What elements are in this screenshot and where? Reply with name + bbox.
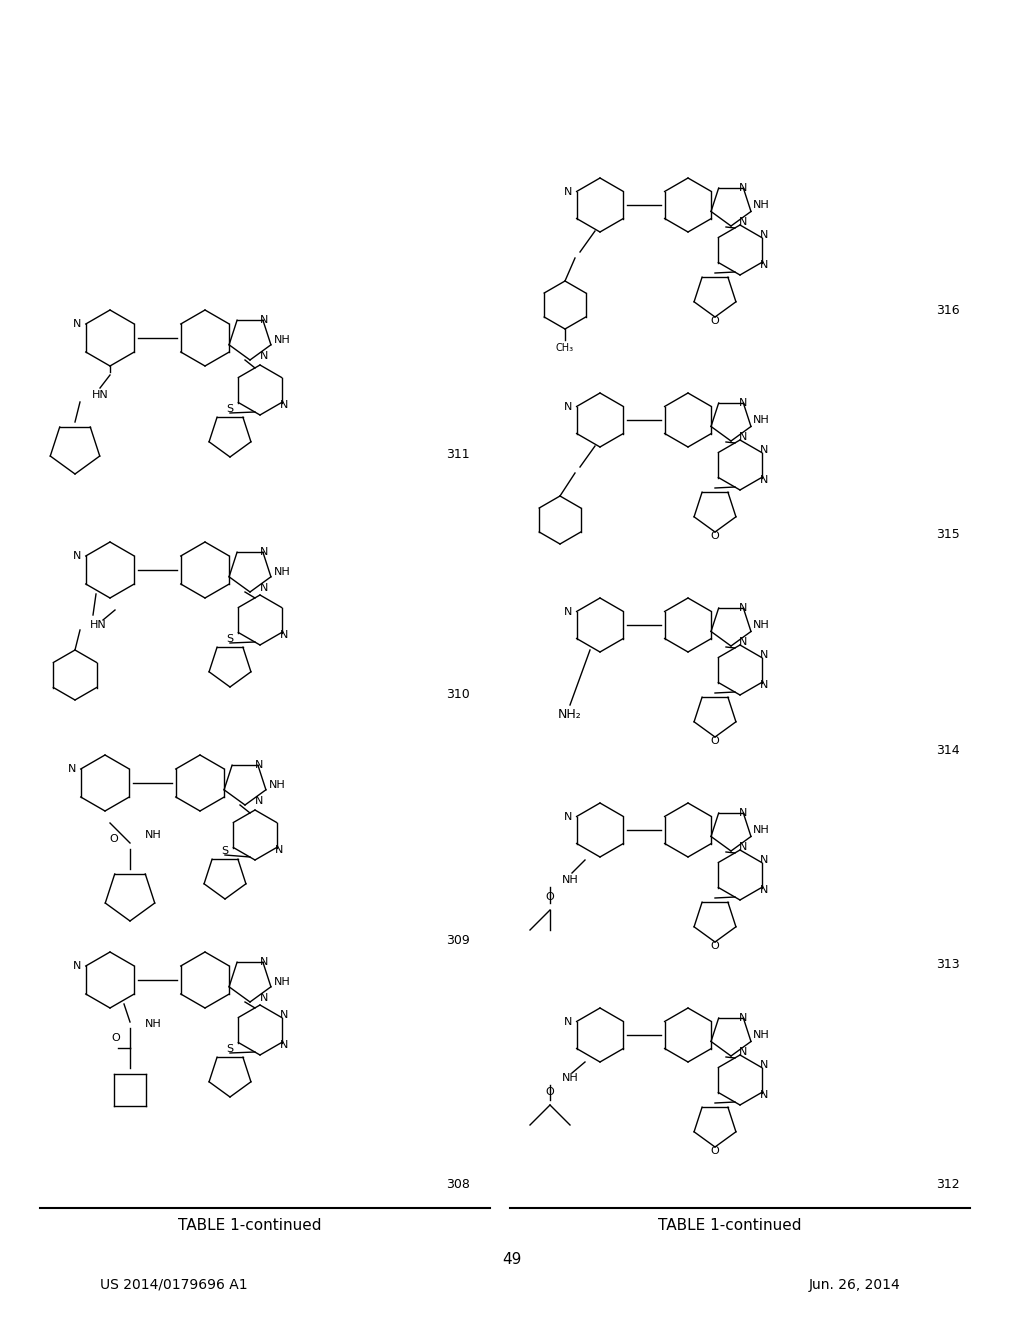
Text: 316: 316 <box>936 304 961 317</box>
Text: O: O <box>711 941 720 950</box>
Text: 309: 309 <box>446 933 470 946</box>
Text: N: N <box>739 842 748 851</box>
Text: O: O <box>711 315 720 326</box>
Text: NH: NH <box>562 875 579 884</box>
Text: N: N <box>739 183 748 193</box>
Text: N: N <box>760 230 768 240</box>
Text: N: N <box>260 583 268 593</box>
Text: N: N <box>760 855 768 865</box>
Text: N: N <box>739 808 748 818</box>
Text: S: S <box>221 846 228 855</box>
Text: NH: NH <box>269 780 286 789</box>
Text: S: S <box>226 1044 233 1053</box>
Text: N: N <box>280 400 289 411</box>
Text: O: O <box>546 892 554 902</box>
Text: N: N <box>280 1010 289 1020</box>
Text: NH: NH <box>274 568 291 577</box>
Text: US 2014/0179696 A1: US 2014/0179696 A1 <box>100 1278 248 1292</box>
Text: O: O <box>711 1146 720 1156</box>
Text: N: N <box>260 957 268 968</box>
Text: N: N <box>564 1016 572 1027</box>
Text: N: N <box>760 475 768 484</box>
Text: N: N <box>564 812 572 822</box>
Text: N: N <box>739 216 748 227</box>
Text: 310: 310 <box>446 689 470 701</box>
Text: N: N <box>280 630 289 640</box>
Text: 312: 312 <box>936 1179 961 1192</box>
Text: O: O <box>711 531 720 541</box>
Text: S: S <box>226 634 233 644</box>
Text: N: N <box>564 187 572 197</box>
Text: N: N <box>564 607 572 616</box>
Text: N: N <box>275 845 284 855</box>
Text: N: N <box>760 884 768 895</box>
Text: NH: NH <box>145 1019 162 1030</box>
Text: S: S <box>226 404 233 414</box>
Text: CH₃: CH₃ <box>556 343 574 352</box>
Text: NH: NH <box>274 335 291 345</box>
Text: 315: 315 <box>936 528 961 541</box>
Text: N: N <box>760 1060 768 1071</box>
Text: N: N <box>68 764 76 774</box>
Text: N: N <box>760 680 768 690</box>
Text: N: N <box>73 961 81 972</box>
Text: N: N <box>260 315 268 325</box>
Text: NH: NH <box>562 1073 579 1082</box>
Text: N: N <box>739 432 748 442</box>
Text: 311: 311 <box>446 449 470 462</box>
Text: N: N <box>760 649 768 660</box>
Text: N: N <box>260 993 268 1003</box>
Text: N: N <box>255 796 263 807</box>
Text: TABLE 1-continued: TABLE 1-continued <box>658 1217 802 1233</box>
Text: HN: HN <box>90 620 106 630</box>
Text: N: N <box>760 260 768 271</box>
Text: N: N <box>739 399 748 408</box>
Text: 308: 308 <box>446 1179 470 1192</box>
Text: NH: NH <box>753 825 770 836</box>
Text: N: N <box>73 319 81 329</box>
Text: NH: NH <box>274 977 291 987</box>
Text: Jun. 26, 2014: Jun. 26, 2014 <box>808 1278 900 1292</box>
Text: N: N <box>280 1040 289 1049</box>
Text: O: O <box>110 834 118 843</box>
Text: O: O <box>711 737 720 746</box>
Text: O: O <box>112 1034 120 1043</box>
Text: 314: 314 <box>936 743 961 756</box>
Text: O: O <box>546 1086 554 1097</box>
Text: NH₂: NH₂ <box>558 709 582 722</box>
Text: N: N <box>760 1090 768 1100</box>
Text: NH: NH <box>753 414 770 425</box>
Text: N: N <box>564 403 572 412</box>
Text: N: N <box>739 1012 748 1023</box>
Text: TABLE 1-continued: TABLE 1-continued <box>178 1217 322 1233</box>
Text: N: N <box>260 546 268 557</box>
Text: NH: NH <box>753 1030 770 1040</box>
Text: NH: NH <box>753 620 770 630</box>
Text: N: N <box>739 603 748 612</box>
Text: 313: 313 <box>936 958 961 972</box>
Text: HN: HN <box>92 389 109 400</box>
Text: N: N <box>739 1047 748 1057</box>
Text: N: N <box>739 638 748 647</box>
Text: NH: NH <box>145 830 162 840</box>
Text: N: N <box>260 351 268 360</box>
Text: N: N <box>255 760 263 770</box>
Text: N: N <box>760 445 768 455</box>
Text: NH: NH <box>753 201 770 210</box>
Text: 49: 49 <box>503 1253 521 1267</box>
Text: N: N <box>73 550 81 561</box>
